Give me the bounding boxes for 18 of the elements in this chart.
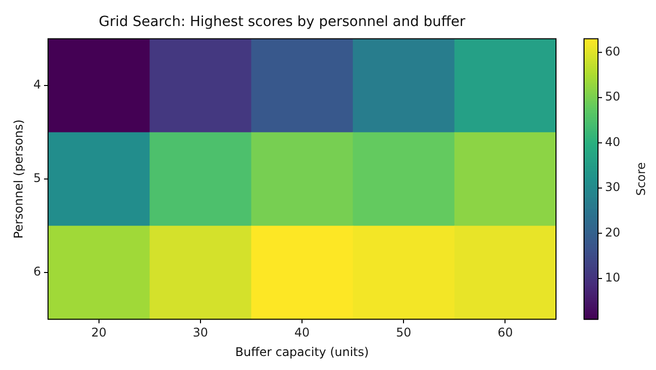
x-axis-title: Buffer capacity (units) [235, 344, 369, 359]
color-bar-title: Score [634, 162, 648, 196]
chart-title: Grid Search: Highest scores by personnel and buffer [98, 14, 466, 30]
x-tick-label: 60 [498, 326, 513, 340]
color-bar-label: 60 [605, 44, 620, 58]
y-axis-title: Personnel (persons) [11, 119, 26, 239]
x-tick-label: 50 [396, 326, 412, 340]
x-tick-label: 40 [294, 326, 310, 340]
color-bar-label: 10 [605, 270, 620, 285]
color-bar-label: 40 [605, 134, 620, 149]
x-tick-label: 30 [192, 326, 208, 340]
x-tick-label: 20 [91, 326, 106, 340]
color-bar-label: 30 [605, 180, 620, 194]
color-bar-label: 20 [605, 225, 620, 240]
y-tick-label: 5 [33, 171, 42, 186]
y-tick-label: 6 [33, 264, 42, 279]
color-bar-label: 50 [605, 90, 620, 104]
y-tick-label: 4 [33, 78, 42, 92]
